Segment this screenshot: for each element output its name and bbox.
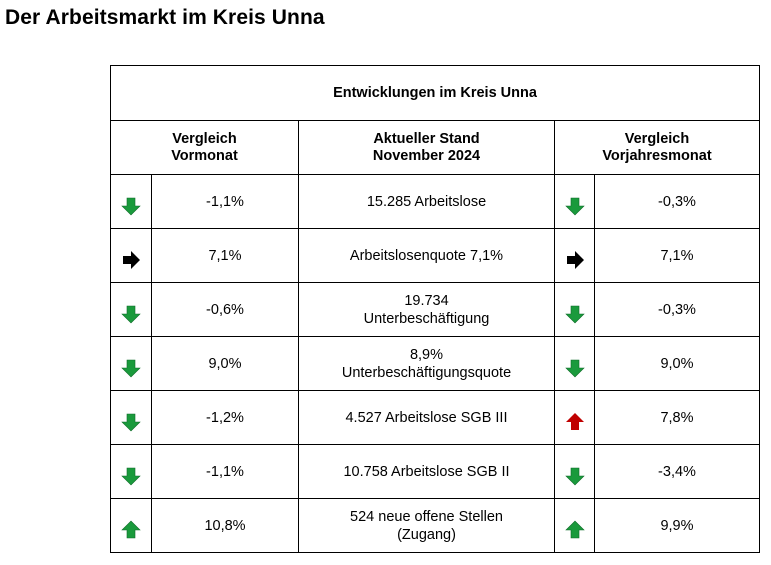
previous-year-trend-cell [554, 336, 595, 391]
header-previous-month-line-2: Vormonat [171, 147, 238, 164]
previous-year-trend-cell [554, 444, 595, 499]
previous-year-change: 7,1% [594, 228, 760, 283]
previous-month-trend-cell [110, 444, 152, 499]
current-status-line: 524 neue offene Stellen [350, 508, 503, 525]
table-body: -1,1% 15.285 Arbeitslose -0,3% 7,1% Arbeitsl… [110, 174, 760, 553]
header-current-status-line-1: Aktueller Stand [373, 130, 480, 147]
table-caption: Entwicklungen im Kreis Unna [110, 65, 760, 121]
arrow-up-red-icon [555, 412, 594, 432]
previous-month-change: -1,1% [151, 174, 299, 229]
previous-year-trend-cell [554, 498, 595, 553]
current-status-line: Unterbeschäftigung [363, 310, 490, 327]
current-status-line: (Zugang) [397, 526, 456, 543]
arrow-up-green-icon [555, 520, 594, 540]
arrow-down-green-icon [111, 358, 151, 378]
previous-month-change: -1,2% [151, 390, 299, 445]
previous-month-change: -0,6% [151, 282, 299, 337]
current-status-cell: Arbeitslosenquote 7,1% [298, 228, 555, 283]
header-current-status: Aktueller Stand November 2024 [298, 120, 555, 175]
previous-month-trend-cell [110, 498, 152, 553]
table-row: -1,1% 10.758 Arbeitslose SGB II -3,4% [110, 444, 760, 499]
previous-month-change: -1,1% [151, 444, 299, 499]
current-status-cell: 4.527 Arbeitslose SGB III [298, 390, 555, 445]
current-status-line: 15.285 Arbeitslose [366, 193, 487, 210]
arrow-down-green-icon [555, 304, 594, 324]
previous-year-change: 7,8% [594, 390, 760, 445]
header-previous-month-line-1: Vergleich [172, 130, 237, 147]
current-status-line: 19.734 [404, 292, 449, 309]
previous-year-change: -0,3% [594, 174, 760, 229]
header-current-status-line-2: November 2024 [372, 147, 481, 164]
table-row: -1,2% 4.527 Arbeitslose SGB III 7,8% [110, 390, 760, 445]
arrow-down-green-icon [555, 358, 594, 378]
current-status-cell: 8,9% Unterbeschäftigungsquote [298, 336, 555, 391]
arrow-down-green-icon [111, 304, 151, 324]
previous-year-change: -0,3% [594, 282, 760, 337]
table-row: 7,1% Arbeitslosenquote 7,1% 7,1% [110, 228, 760, 283]
arrow-down-green-icon [555, 196, 594, 216]
current-status-line: Arbeitslosenquote 7,1% [349, 247, 504, 264]
previous-month-trend-cell [110, 282, 152, 337]
previous-month-trend-cell [110, 174, 152, 229]
arrow-down-green-icon [555, 466, 594, 486]
arrow-down-green-icon [111, 466, 151, 486]
previous-year-change: -3,4% [594, 444, 760, 499]
current-status-cell: 10.758 Arbeitslose SGB II [298, 444, 555, 499]
arrow-down-green-icon [111, 196, 151, 216]
table-row: 10,8% 524 neue offene Stellen (Zugang) 9,9% [110, 498, 760, 553]
previous-year-trend-cell [554, 228, 595, 283]
current-status-line: Unterbeschäftigungsquote [341, 364, 512, 381]
previous-month-trend-cell [110, 228, 152, 283]
previous-month-change: 9,0% [151, 336, 299, 391]
labor-market-table: Entwicklungen im Kreis Unna Vergleich Vo… [110, 65, 760, 553]
current-status-line: 10.758 Arbeitslose SGB II [343, 463, 510, 480]
page-title: Der Arbeitsmarkt im Kreis Unna [5, 6, 325, 29]
previous-month-trend-cell [110, 336, 152, 391]
arrow-down-green-icon [111, 412, 151, 432]
current-status-cell: 15.285 Arbeitslose [298, 174, 555, 229]
current-status-line: 8,9% [409, 346, 444, 363]
previous-month-trend-cell [110, 390, 152, 445]
previous-year-trend-cell [554, 174, 595, 229]
previous-year-trend-cell [554, 282, 595, 337]
previous-year-trend-cell [554, 390, 595, 445]
previous-month-change: 7,1% [151, 228, 299, 283]
previous-month-change: 10,8% [151, 498, 299, 553]
header-previous-year-month: Vergleich Vorjahresmonat [554, 120, 760, 175]
arrow-up-green-icon [111, 520, 151, 540]
arrow-right-black-icon [555, 250, 594, 270]
table-row: -1,1% 15.285 Arbeitslose -0,3% [110, 174, 760, 229]
header-previous-year-month-line-1: Vergleich [624, 130, 690, 147]
current-status-cell: 19.734 Unterbeschäftigung [298, 282, 555, 337]
previous-year-change: 9,9% [594, 498, 760, 553]
header-previous-month: Vergleich Vormonat [110, 120, 299, 175]
current-status-line: 4.527 Arbeitslose SGB III [345, 409, 508, 426]
current-status-cell: 524 neue offene Stellen (Zugang) [298, 498, 555, 553]
header-previous-year-month-line-2: Vorjahresmonat [602, 147, 712, 164]
previous-year-change: 9,0% [594, 336, 760, 391]
arrow-right-black-icon [111, 250, 151, 270]
table-row: -0,6% 19.734 Unterbeschäftigung -0,3% [110, 282, 760, 337]
table-row: 9,0% 8,9% Unterbeschäftigungsquote 9,0% [110, 336, 760, 391]
